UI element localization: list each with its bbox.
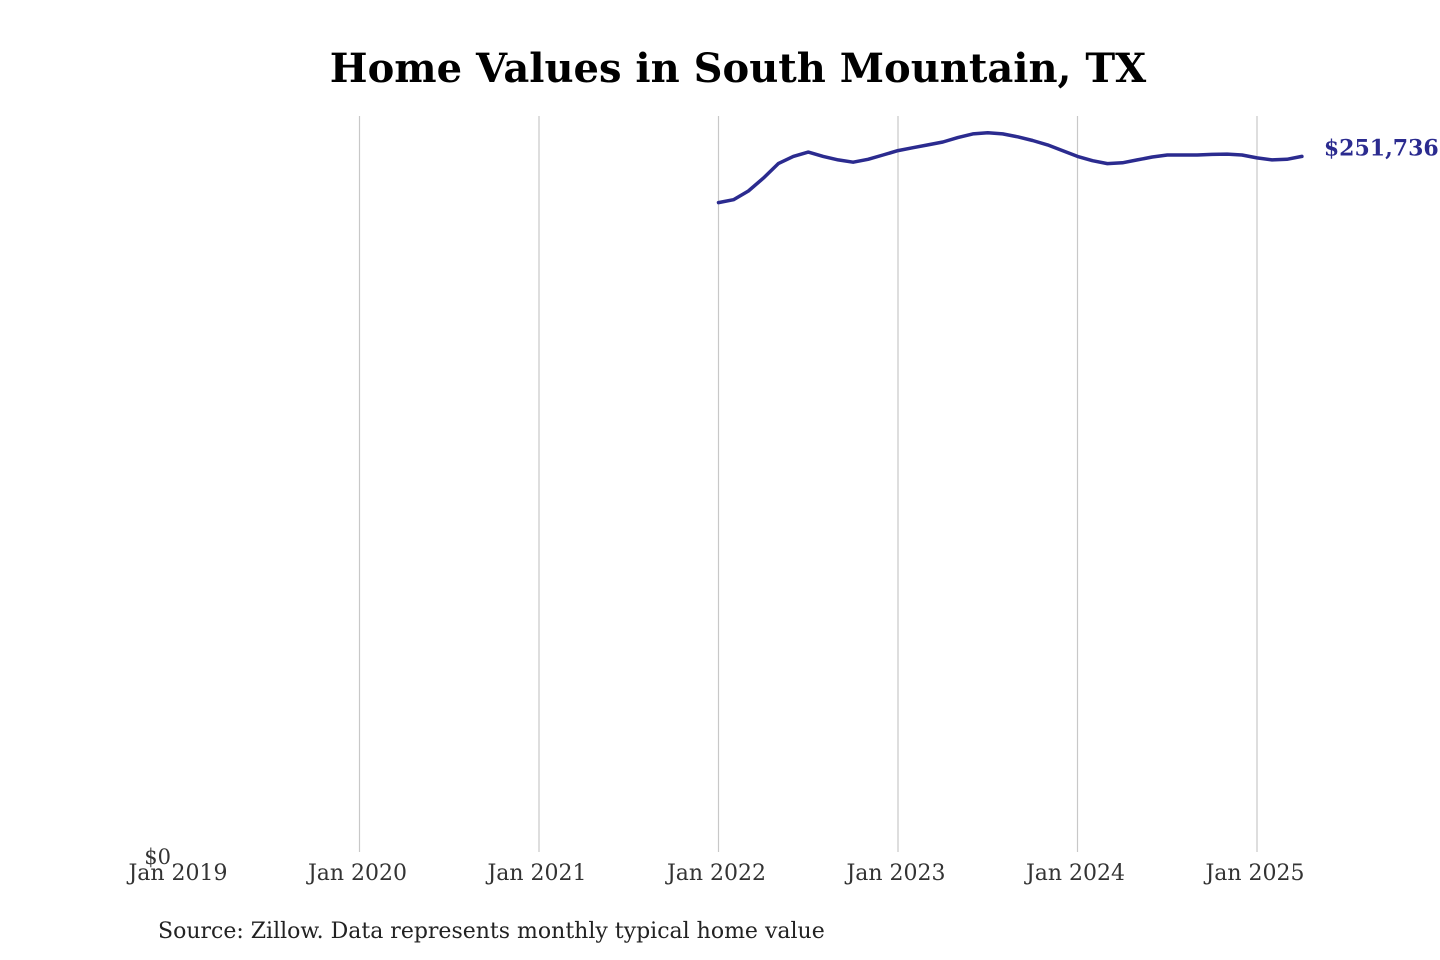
data-point <box>822 155 825 158</box>
x-tick-label: Jan 2019 <box>126 861 227 886</box>
series-line <box>716 130 1304 205</box>
data-point <box>762 177 765 180</box>
data-point <box>852 161 855 164</box>
x-tick-label: Jan 2024 <box>1024 861 1125 886</box>
data-point <box>941 141 944 144</box>
data-point <box>971 132 974 135</box>
data-point <box>1061 149 1064 152</box>
grid-lines <box>358 116 1258 852</box>
data-point <box>1211 153 1214 156</box>
data-point <box>747 190 750 193</box>
x-tick-label: Jan 2025 <box>1203 861 1304 886</box>
data-point <box>926 143 929 146</box>
chart-title: Home Values in South Mountain, TX <box>330 45 1146 92</box>
data-point <box>1046 143 1049 146</box>
series-end-label: $251,736 <box>1324 135 1439 161</box>
data-point <box>732 198 735 201</box>
data-point <box>1256 156 1259 159</box>
data-point <box>897 149 900 152</box>
data-point <box>1271 158 1274 161</box>
data-point <box>837 158 840 161</box>
data-point <box>912 146 915 149</box>
data-point <box>1001 132 1004 135</box>
data-point <box>792 155 795 158</box>
data-point <box>1091 159 1094 162</box>
data-point <box>986 131 989 134</box>
data-point <box>1016 135 1019 138</box>
x-tick-label: Jan 2023 <box>844 861 945 886</box>
y-tick-label-0: $0 <box>144 845 171 869</box>
data-point <box>867 158 870 161</box>
data-point <box>1121 161 1124 164</box>
data-point <box>956 136 959 139</box>
data-point <box>1136 158 1139 161</box>
data-point <box>1300 155 1303 158</box>
data-point <box>1241 154 1244 157</box>
data-point <box>1151 156 1154 159</box>
data-point <box>1226 153 1229 156</box>
data-point <box>717 201 720 204</box>
x-axis-ticks: Jan 2019 Jan 2020 Jan 2021 Jan 2022 Jan 2023… <box>126 861 1304 886</box>
source-note: Source: Zillow. Data represents monthly … <box>158 919 825 944</box>
data-point <box>1166 154 1169 157</box>
data-point <box>1031 139 1034 142</box>
x-tick-label: Jan 2020 <box>306 861 407 886</box>
data-point <box>882 154 885 157</box>
data-point <box>1285 158 1288 161</box>
x-tick-label: Jan 2021 <box>485 861 586 886</box>
series-group: $251,736 <box>716 130 1439 205</box>
data-point <box>1196 154 1199 157</box>
data-point <box>1106 162 1109 165</box>
data-point <box>1181 154 1184 157</box>
data-point <box>777 162 780 165</box>
x-tick-label: Jan 2022 <box>665 861 766 886</box>
data-point <box>1076 155 1079 158</box>
data-point <box>807 151 810 154</box>
